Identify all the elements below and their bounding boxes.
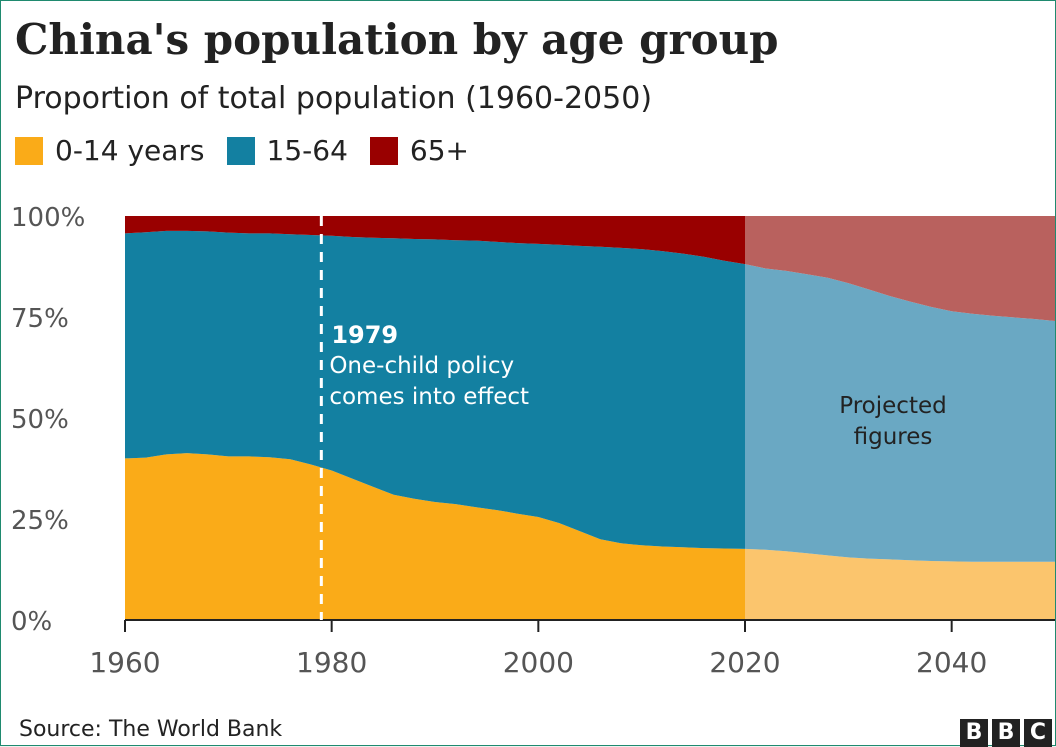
legend-label-65-plus: 65+ <box>409 134 469 167</box>
y-tick-label-0: 0% <box>11 607 52 637</box>
legend-item-0-14: 0-14 years <box>15 134 205 167</box>
annotation-text-line-2: comes into effect <box>329 384 529 410</box>
area-65-plus-actual <box>125 216 745 265</box>
legend-label-15-64: 15-64 <box>266 134 348 167</box>
legend: 0-14 years 15-64 65+ <box>15 134 491 167</box>
y-tick-label-25: 25% <box>11 506 69 536</box>
source-note: Source: The World Bank <box>19 717 283 742</box>
area-15-64-actual <box>125 230 745 549</box>
bbc-logo-letter-c: C <box>1024 719 1052 747</box>
legend-label-0-14: 0-14 years <box>55 134 205 167</box>
legend-swatch-15-64 <box>226 136 255 165</box>
bbc-logo-letter-b1: B <box>960 719 988 747</box>
x-tick-label-1980: 1980 <box>296 646 367 679</box>
y-tick-label-75: 75% <box>11 304 69 334</box>
x-tick-label-2040: 2040 <box>916 646 987 679</box>
area-0-14-projected <box>745 548 1055 620</box>
x-tick-label-1960: 1960 <box>89 646 160 679</box>
legend-swatch-65-plus <box>369 136 398 165</box>
annotation-year: 1979 <box>331 321 398 349</box>
area-0-14-actual <box>125 453 745 620</box>
projection-label-line-2: figures <box>854 424 933 450</box>
x-tick-label-2000: 2000 <box>503 646 574 679</box>
area-65-plus-projected <box>745 216 1055 321</box>
bbc-logo: B B C <box>956 719 1052 747</box>
legend-item-65-plus: 65+ <box>369 134 469 167</box>
legend-item-15-64: 15-64 <box>226 134 348 167</box>
area-15-64-projected <box>745 264 1055 562</box>
legend-swatch-0-14 <box>15 136 43 165</box>
y-tick-label-100: 100% <box>11 203 85 233</box>
projection-label-line-1: Projected <box>839 393 946 419</box>
bbc-logo-letter-b2: B <box>992 719 1020 747</box>
chart-subtitle: Proportion of total population (1960-205… <box>15 81 653 116</box>
y-tick-label-50: 50% <box>11 405 69 435</box>
annotation-text-line-1: One-child policy <box>329 353 514 379</box>
x-tick-label-2020: 2020 <box>709 646 780 679</box>
chart-title: China's population by age group <box>15 15 779 64</box>
